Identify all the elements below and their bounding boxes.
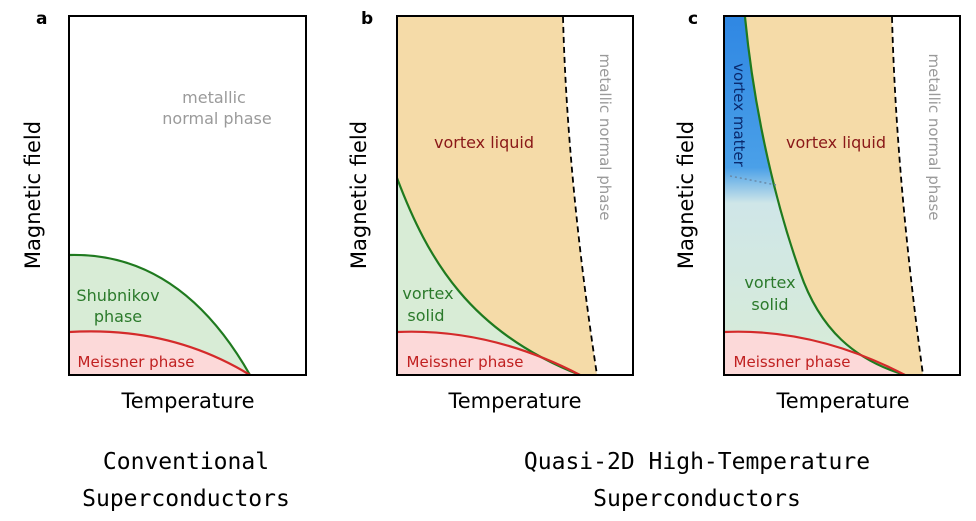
panel-b-ylabel: Magnetic field	[347, 121, 371, 269]
caption-quasi-line1: Quasi-2D High-Temperature	[524, 449, 870, 475]
panel-a-hc1-line	[68, 330, 251, 376]
panel-a-xlabel: Temperature	[120, 389, 254, 413]
panel-b-solid-line1: vortex	[402, 284, 453, 303]
panel-b: b vortex liquid vortex solid Meissner ph…	[347, 9, 634, 413]
panel-a-hc2-line	[68, 253, 251, 376]
panel-c-melting-line	[743, 16, 906, 377]
panel-b-solid-region	[397, 178, 580, 375]
panel-b-solid-line2: solid	[407, 306, 444, 325]
panel-c-ylabel: Magnetic field	[674, 121, 698, 269]
panel-c-matter-solid-region	[724, 17, 905, 375]
panel-b-normal-label: metallic normal phase	[596, 53, 614, 220]
panel-b-frame	[396, 15, 634, 376]
panel-b-letter: b	[361, 9, 373, 29]
panel-c-hc2-dashed-line	[891, 16, 924, 376]
panel-c-solid-line2: solid	[751, 295, 788, 314]
panel-c-matter-label: vortex matter	[730, 63, 748, 168]
panel-a-letter: a	[36, 9, 47, 29]
panel-a-meissner-region	[69, 331, 250, 375]
panel-c-frame	[723, 15, 961, 376]
panel-c-meissner-region	[724, 331, 905, 375]
panel-c: c vortex matter vortex liquid vortex sol…	[674, 9, 961, 413]
panel-a-frame	[68, 15, 307, 376]
caption-quasi-line2: Superconductors	[593, 486, 801, 512]
panel-c-liquid-label: vortex liquid	[786, 133, 886, 152]
panel-b-xlabel: Temperature	[447, 389, 581, 413]
panel-c-meissner-label: Meissner phase	[734, 353, 851, 371]
panel-b-meissner-label: Meissner phase	[407, 353, 524, 371]
panel-c-xlabel: Temperature	[775, 389, 909, 413]
panel-a: a metallic normal phase Shubnikov phase …	[21, 9, 307, 413]
panel-b-liquid-label: vortex liquid	[434, 133, 534, 152]
panel-c-solid-line1: vortex	[744, 273, 795, 292]
caption-conventional-line2: Superconductors	[82, 486, 290, 512]
captions: Conventional Superconductors Quasi-2D Hi…	[82, 449, 870, 512]
caption-conventional-line1: Conventional	[103, 449, 269, 475]
panel-c-normal-label: metallic normal phase	[925, 53, 943, 220]
panel-b-meissner-region	[397, 331, 580, 375]
panel-a-meissner-label: Meissner phase	[78, 353, 195, 371]
panel-b-hc1-line	[396, 330, 581, 376]
panel-a-shubnikov-line1: Shubnikov	[76, 286, 159, 305]
panel-a-shubnikov-line2: phase	[94, 307, 142, 326]
panel-c-hc1-line	[723, 330, 906, 376]
panel-a-normal-line1: metallic	[182, 88, 246, 107]
panel-a-normal-line2: normal phase	[162, 109, 271, 128]
panel-b-hc2-dashed-line	[562, 16, 598, 376]
panel-a-ylabel: Magnetic field	[21, 121, 45, 269]
panel-c-letter: c	[688, 9, 698, 29]
